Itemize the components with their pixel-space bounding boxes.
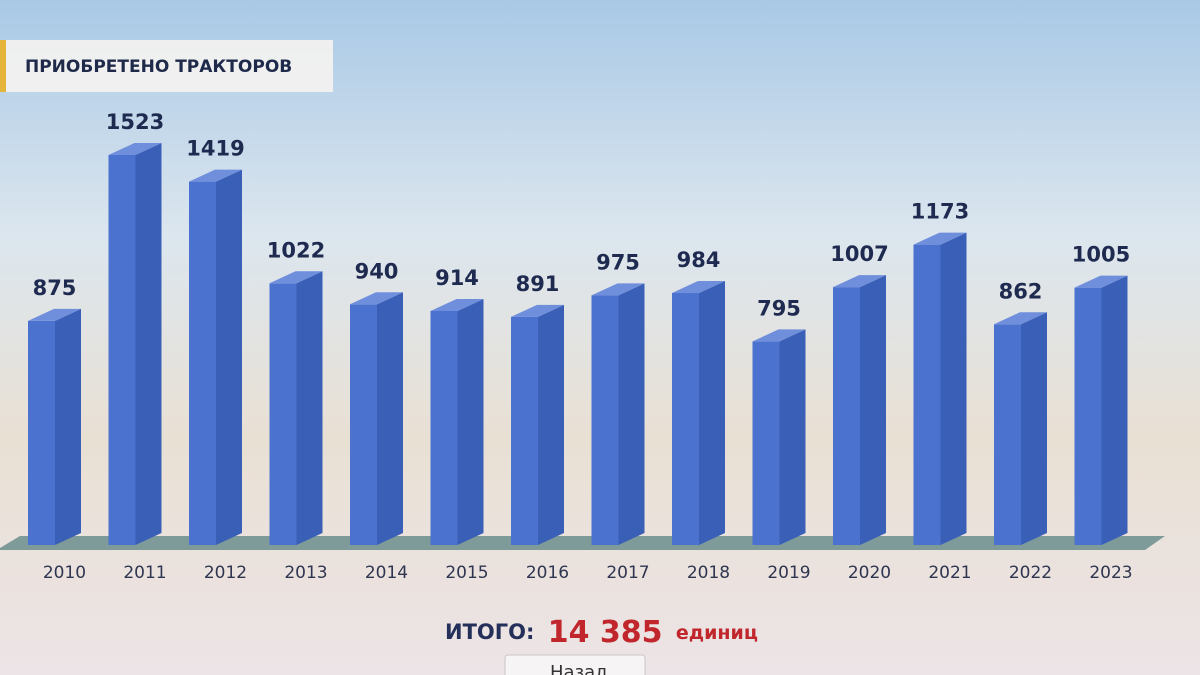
bar-top — [672, 281, 725, 294]
bar-side — [940, 232, 967, 545]
bar-side — [216, 169, 242, 545]
value-label: 940 — [355, 259, 399, 283]
value-label: 862 — [999, 279, 1043, 303]
bar — [511, 304, 564, 545]
bar-top — [752, 329, 806, 342]
x-tick-label: 2019 — [767, 563, 810, 583]
bar — [752, 329, 806, 545]
bar-front — [1074, 287, 1102, 545]
bar — [591, 283, 645, 545]
value-label: 795 — [757, 296, 801, 320]
bar-top — [189, 169, 242, 182]
bar-top — [269, 271, 323, 284]
x-tick-label: 2023 — [1089, 563, 1132, 583]
bar-top — [591, 283, 645, 296]
bar-side — [699, 281, 725, 545]
x-tick-label: 2015 — [445, 563, 488, 583]
back-button-label[interactable]: Назад — [550, 662, 608, 675]
bar-front — [189, 181, 216, 545]
bar-top — [1074, 275, 1128, 288]
x-tick-label: 2014 — [365, 563, 408, 583]
bar-front — [833, 287, 860, 545]
value-label: 1419 — [186, 137, 244, 161]
bar-top — [350, 292, 403, 305]
total-unit: единиц — [676, 622, 758, 644]
x-tick-label: 2010 — [43, 563, 86, 583]
value-label: 891 — [516, 272, 560, 296]
bar-side — [1101, 275, 1128, 545]
bar-front — [430, 310, 458, 545]
x-tick-label: 2022 — [1009, 563, 1052, 583]
bar-side — [296, 271, 323, 545]
x-tick-label: 2012 — [204, 563, 247, 583]
bar-top — [108, 143, 162, 155]
bar — [994, 312, 1047, 545]
bar-front — [108, 155, 136, 545]
bar-side — [135, 143, 162, 545]
value-label: 984 — [677, 248, 721, 272]
total-value: 14 385 — [548, 615, 663, 650]
chart-title: ПРИОБРЕТЕНО ТРАКТОРОВ — [25, 57, 292, 77]
bar-front — [672, 293, 699, 545]
value-label: 875 — [33, 276, 77, 300]
bars: 875 2010 1523 2011 1419 2012 1022 2013 940 2014 91… — [28, 110, 1133, 583]
bar-side — [618, 283, 645, 545]
value-label: 914 — [435, 266, 479, 290]
bar-front — [752, 341, 780, 545]
bar-side — [457, 298, 484, 545]
x-tick-label: 2011 — [123, 563, 166, 583]
total: ИТОГО: 14 385 единиц — [445, 615, 758, 650]
x-tick-label: 2013 — [284, 563, 327, 583]
value-label: 1022 — [267, 238, 325, 262]
bar — [269, 271, 323, 545]
bar — [1074, 275, 1128, 545]
bar-front — [350, 304, 377, 545]
x-tick-label: 2017 — [606, 563, 649, 583]
back-button[interactable] — [504, 654, 646, 675]
bar-side — [55, 308, 81, 545]
bar — [189, 169, 242, 545]
value-label: 1007 — [830, 242, 888, 266]
bar — [833, 275, 886, 545]
bar-top — [28, 308, 81, 321]
bar-top — [833, 275, 886, 288]
bar-top — [994, 312, 1047, 325]
value-label: 1173 — [911, 200, 969, 224]
x-tick-label: 2018 — [687, 563, 730, 583]
bar-front — [994, 324, 1021, 545]
bar-front — [913, 244, 941, 545]
bar-side — [1021, 312, 1047, 545]
bar-top — [511, 304, 564, 317]
bar-front — [511, 316, 538, 545]
bar-side — [779, 329, 806, 545]
value-label: 1523 — [106, 110, 164, 134]
title-box — [0, 40, 333, 92]
x-tick-label: 2020 — [848, 563, 891, 583]
bar-side — [377, 292, 403, 545]
x-tick-label: 2016 — [526, 563, 569, 583]
bar-side — [860, 275, 886, 545]
title-accent — [0, 40, 6, 92]
bar-top — [430, 298, 484, 311]
value-label: 1005 — [1072, 243, 1130, 267]
bar-side — [538, 304, 564, 545]
bar-front — [591, 295, 619, 545]
bar — [108, 143, 162, 545]
x-tick-label: 2021 — [928, 563, 971, 583]
floor — [0, 536, 1165, 550]
bar-top — [913, 232, 967, 245]
bar — [28, 308, 81, 545]
bar — [430, 298, 484, 545]
bar — [913, 232, 967, 545]
bar — [672, 281, 725, 545]
bar-front — [269, 283, 297, 545]
bar-front — [28, 320, 55, 545]
total-prefix: ИТОГО: — [445, 620, 534, 644]
value-label: 975 — [596, 250, 640, 274]
bar — [350, 292, 403, 545]
